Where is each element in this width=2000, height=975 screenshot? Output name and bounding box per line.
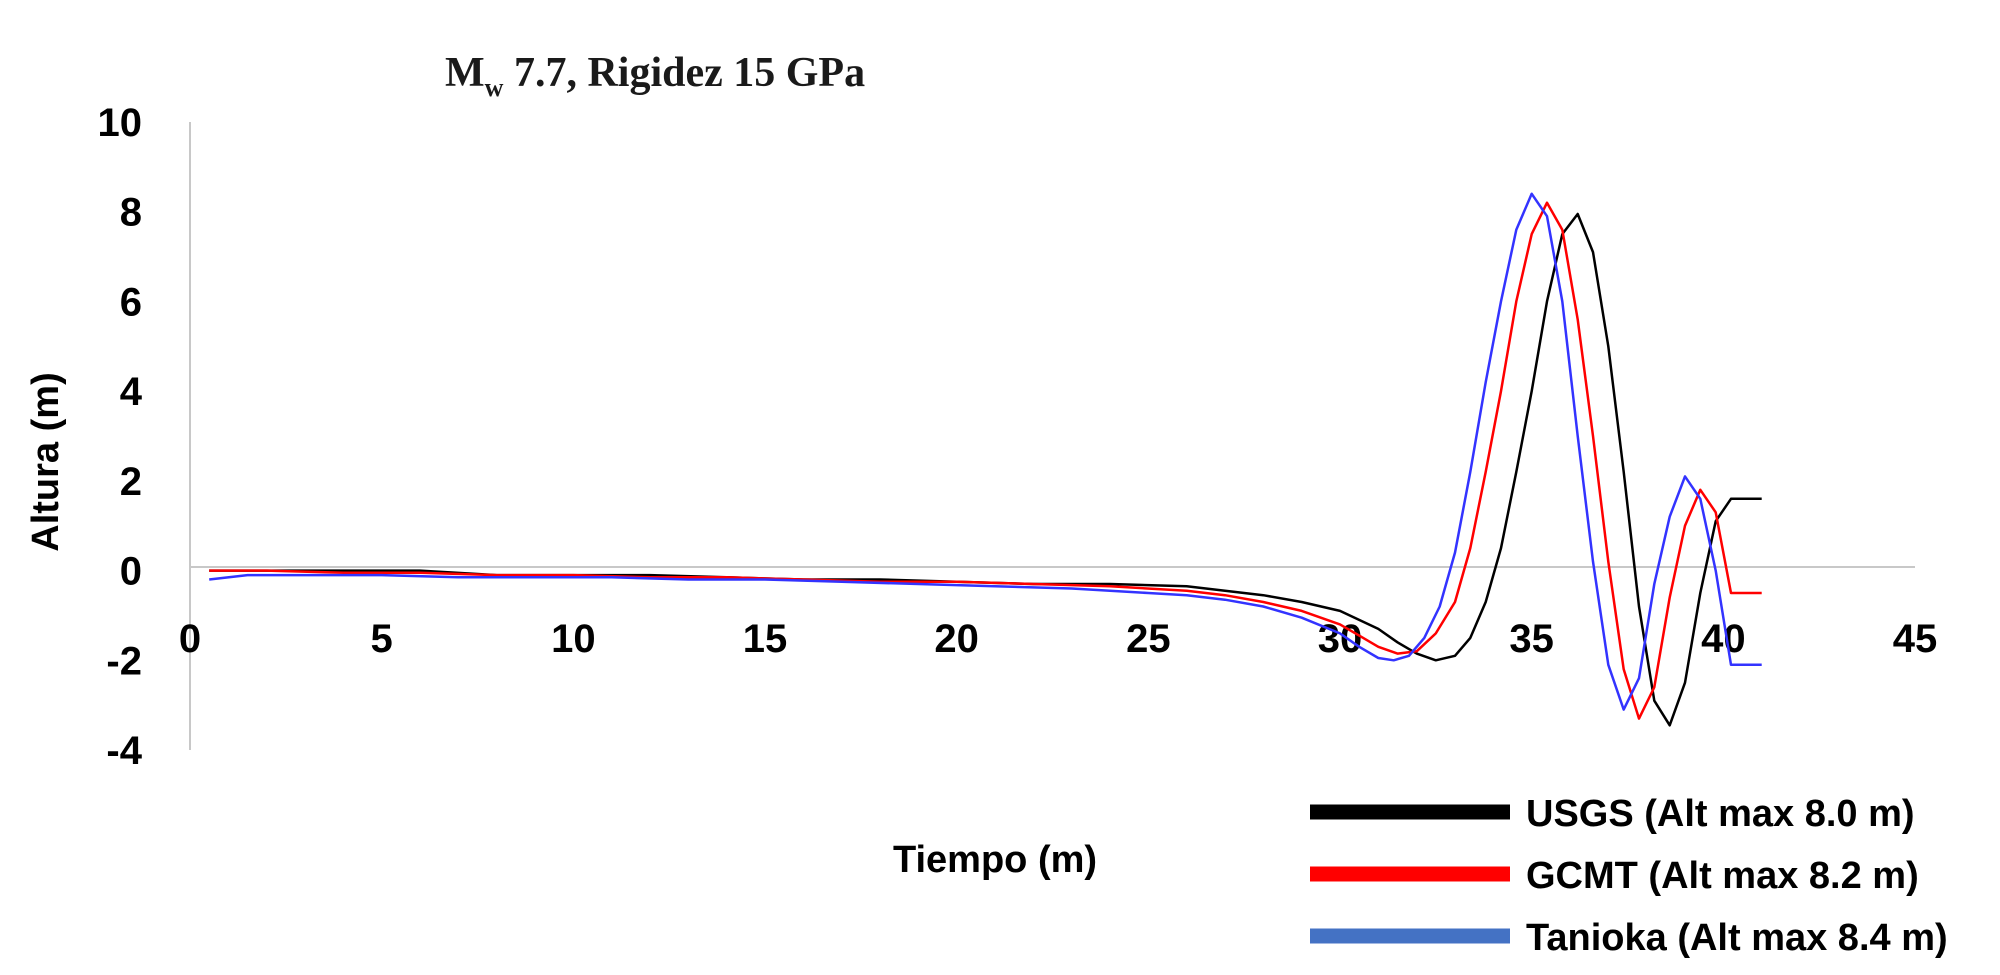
legend-label-3: Tanioka (Alt max 8.4 m) (1526, 917, 1948, 959)
x-tick-label: 0 (179, 617, 201, 661)
y-tick-labels: 10 8 6 4 2 0 -2 -4 (98, 101, 143, 773)
legend: USGS (Alt max 8.0 m) GCMT (Alt max 8.2 m)… (1310, 793, 1948, 959)
chart-title-main: M (445, 50, 485, 96)
y-tick-label: 4 (120, 370, 143, 414)
series-line-2 (209, 201, 1762, 720)
x-tick-label: 45 (1893, 617, 1938, 661)
legend-label-1: USGS (Alt max 8.0 m) (1526, 793, 1915, 835)
x-tick-label: 35 (1509, 617, 1554, 661)
series-line-3 (209, 192, 1762, 711)
x-tick-label: 25 (1126, 617, 1171, 661)
x-tick-label: 10 (551, 617, 596, 661)
chart-title-subscript: w (485, 73, 504, 102)
chart-title-rest: 7.7, Rigidez 15 GPa (503, 50, 865, 96)
x-tick-labels: 0 5 10 15 20 25 30 35 40 45 (179, 617, 1937, 661)
legend-label-2: GCMT (Alt max 8.2 m) (1526, 855, 1919, 897)
y-axis-label: Altura (m) (25, 372, 67, 551)
y-tick-label: 10 (98, 101, 143, 145)
y-tick-label: 8 (120, 191, 142, 235)
series-lines (209, 192, 1762, 727)
x-tick-label: 15 (743, 617, 788, 661)
y-tick-label: -2 (106, 639, 142, 683)
x-axis-label: Tiempo (m) (893, 839, 1097, 881)
y-tick-label: 0 (120, 550, 142, 594)
x-tick-label: 5 (371, 617, 393, 661)
y-tick-label: -4 (106, 729, 142, 773)
y-tick-label: 2 (120, 460, 142, 504)
x-tick-label: 20 (934, 617, 979, 661)
chart-title: Mw 7.7, Rigidez 15 GPa (445, 50, 865, 102)
y-tick-label: 6 (120, 280, 142, 324)
